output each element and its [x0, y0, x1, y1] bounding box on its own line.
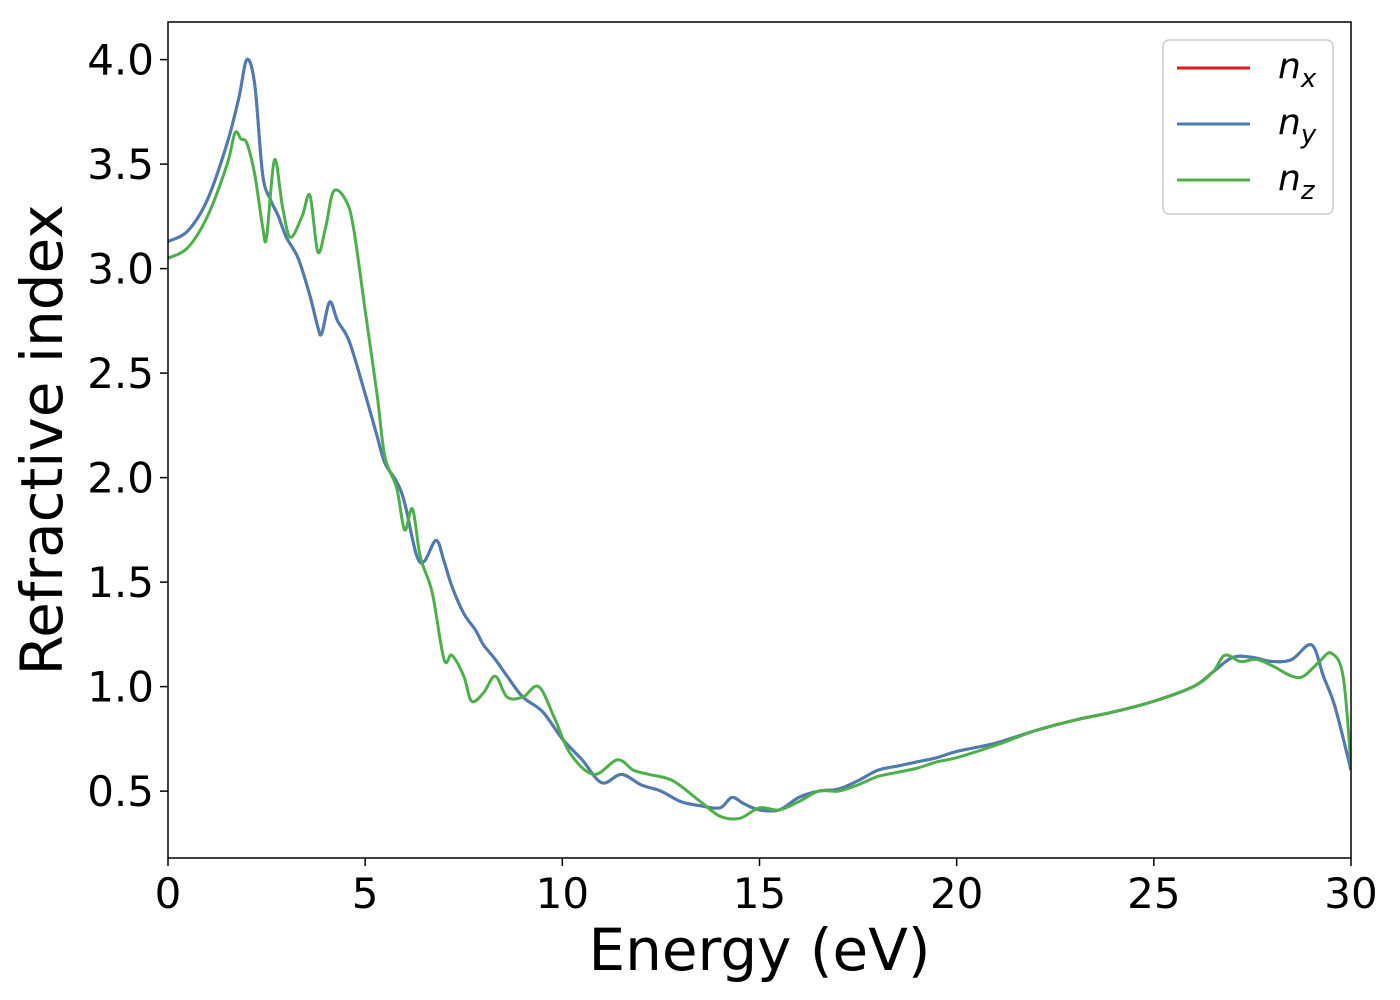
legend-label-x: nx [1278, 46, 1317, 94]
legend: nx ny nz [1162, 39, 1334, 215]
y-tick-label: 1.5 [87, 558, 154, 607]
x-tick-label: 5 [352, 869, 379, 918]
x-tick-label: 25 [1127, 869, 1180, 918]
y-tick-label: 2.5 [87, 349, 154, 398]
y-tick-label: 1.0 [87, 663, 154, 712]
legend-label-y: ny [1278, 102, 1317, 150]
series-line-z [168, 130, 1351, 821]
x-tick-label: 30 [1324, 869, 1377, 918]
x-axis-ticks: 0 5 10 15 20 25 30 [155, 858, 1378, 918]
x-axis-title: Energy (eV) [588, 916, 930, 984]
x-tick-label: 10 [536, 869, 589, 918]
y-tick-label: 4.0 [87, 36, 154, 85]
legend-box [1162, 39, 1334, 215]
y-axis-title: Refractive index [8, 204, 76, 675]
x-tick-label: 0 [155, 869, 182, 918]
x-tick-label: 15 [733, 869, 786, 918]
y-tick-label: 2.0 [87, 454, 154, 503]
x-tick-label: 20 [930, 869, 983, 918]
y-axis-ticks: 0.5 1.0 1.5 2.0 2.5 3.0 3.5 4.0 [87, 36, 168, 816]
series-layer [168, 57, 1351, 821]
y-tick-label: 0.5 [87, 767, 154, 816]
legend-label-z: nz [1278, 158, 1316, 206]
y-tick-label: 3.0 [87, 245, 154, 294]
y-tick-label: 3.5 [87, 140, 154, 189]
